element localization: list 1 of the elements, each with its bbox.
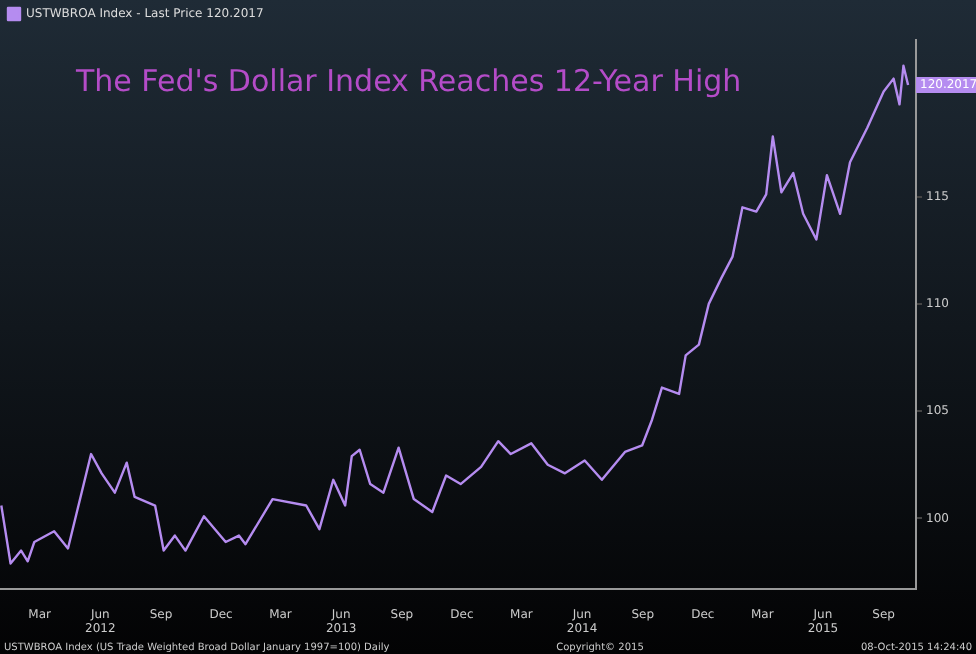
text: The Fed's Dollar Index Reaches 12-Year High <box>74 62 742 99</box>
